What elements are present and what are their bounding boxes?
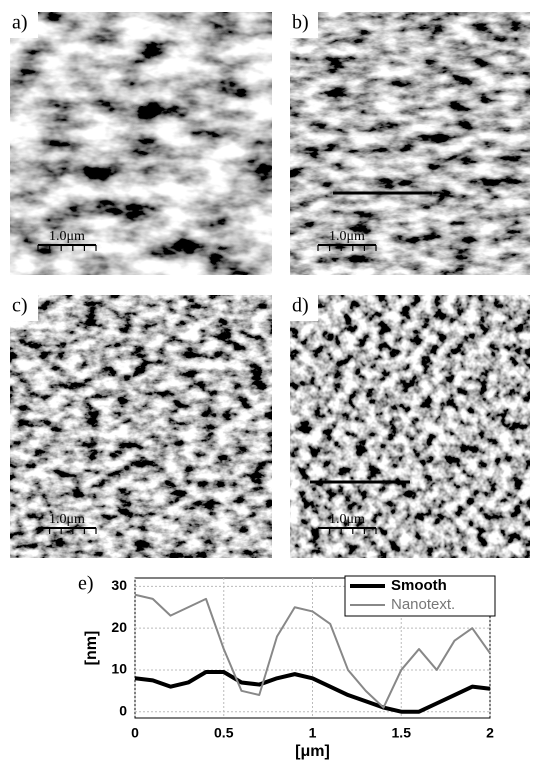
series-line [134, 670, 491, 714]
scale-label: 1.0μm [329, 229, 365, 244]
legend-box [344, 575, 496, 617]
x-tick-label: 1.5 [392, 725, 412, 741]
x-tick-label: 0 [131, 725, 139, 741]
line-chart: 0 10 20 30 0 0.5 1 1.5 2 Smooth Nanotext. e) [μm] [nm… [78, 573, 496, 760]
panel-label: a) [12, 12, 28, 34]
x-tick-label: 1 [309, 725, 317, 741]
scale-label: 1.0μm [49, 512, 85, 527]
y-tick-label: 20 [111, 619, 127, 635]
label-bg [8, 10, 38, 38]
x-tick-label: 0.5 [214, 725, 234, 741]
image-panels: a) 1.0μm b) 1.0μm c) 1.0μm d) 1.0μm [8, 10, 530, 558]
afm-image [10, 12, 272, 275]
afm-image [10, 295, 272, 558]
label-bg [288, 293, 318, 321]
y-tick-label: 30 [111, 577, 127, 593]
label-bg [8, 293, 38, 321]
scale-label: 1.0μm [49, 229, 85, 244]
x-tick-label: 2 [486, 725, 494, 741]
afm-image [290, 12, 530, 275]
scale-label: 1.0μm [329, 512, 365, 527]
panel-label: d) [292, 295, 309, 317]
y-tick-label: 0 [119, 702, 127, 718]
afm-image [290, 295, 530, 558]
y-axis-label: [nm] [83, 631, 100, 666]
legend-label: Nanotext. [391, 596, 455, 613]
x-axis-label: [μm] [295, 743, 330, 760]
panel-label: b) [292, 12, 309, 34]
series-line [134, 593, 491, 709]
panel-label: e) [78, 573, 94, 595]
legend-label: Smooth [391, 577, 447, 594]
label-bg [288, 10, 318, 38]
y-tick-label: 10 [111, 661, 127, 677]
panel-label: c) [12, 295, 28, 317]
